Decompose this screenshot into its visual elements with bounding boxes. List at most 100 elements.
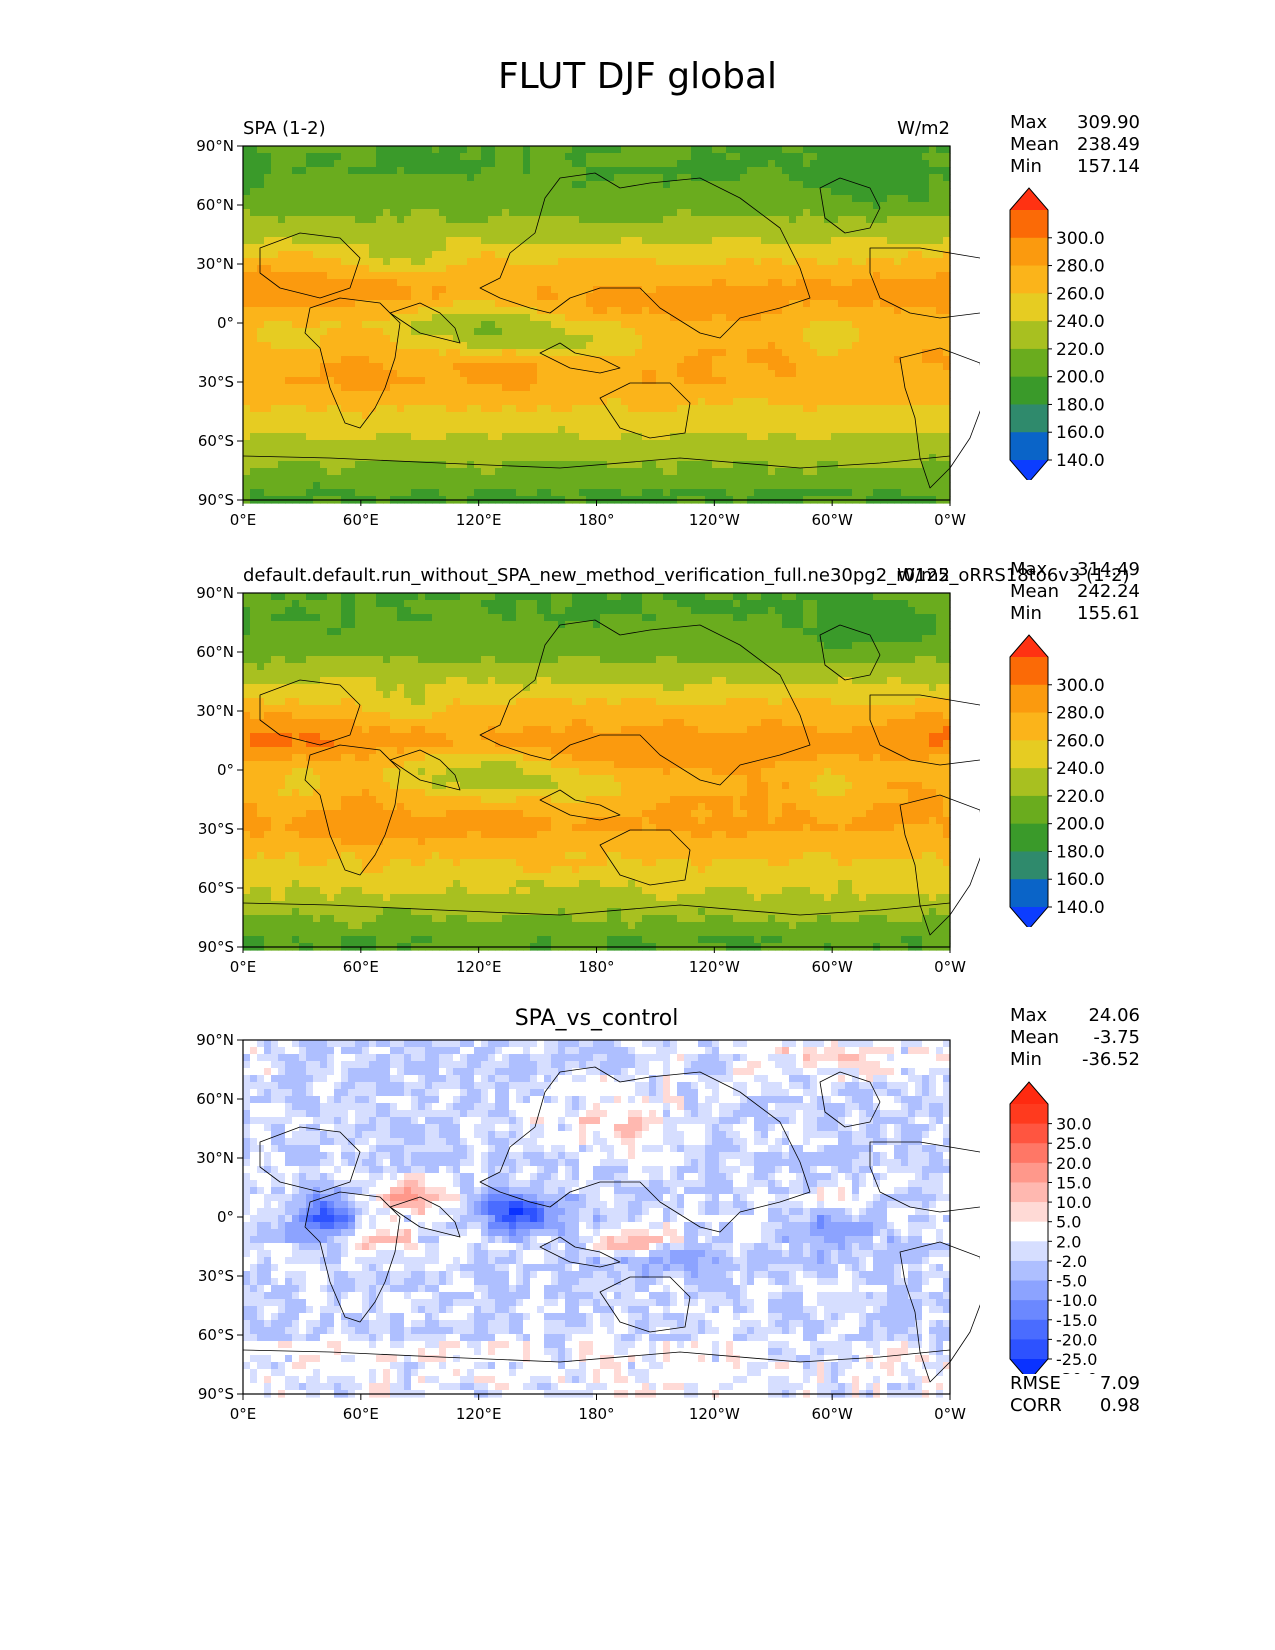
field-cell xyxy=(299,153,307,161)
field-cell xyxy=(292,237,300,245)
field-cell xyxy=(404,440,412,448)
field-cell xyxy=(908,209,916,217)
field-cell xyxy=(446,216,454,224)
field-cell xyxy=(523,405,531,413)
field-cell xyxy=(754,223,762,231)
field-cell xyxy=(523,426,531,434)
field-cell xyxy=(292,489,300,497)
field-cell xyxy=(719,349,727,357)
field-cell xyxy=(873,265,881,273)
field-cell xyxy=(712,300,720,308)
field-cell xyxy=(558,433,566,441)
field-cell xyxy=(600,167,608,175)
field-cell xyxy=(859,160,867,168)
field-cell xyxy=(474,475,482,483)
field-cell xyxy=(411,307,419,315)
field-cell xyxy=(768,279,776,287)
field-cell xyxy=(376,167,384,175)
field-cell xyxy=(887,279,895,287)
field-cell xyxy=(663,328,671,336)
field-cell xyxy=(656,454,664,462)
field-cell xyxy=(488,160,496,168)
field-cell xyxy=(264,230,272,238)
field-cell xyxy=(782,209,790,217)
field-cell xyxy=(565,321,573,329)
field-cell xyxy=(908,412,916,420)
field-cell xyxy=(726,405,734,413)
field-cell xyxy=(600,342,608,350)
field-cell xyxy=(306,468,314,476)
field-cell xyxy=(376,202,384,210)
field-cell xyxy=(418,398,426,406)
field-cell xyxy=(936,321,944,329)
field-cell xyxy=(698,440,706,448)
field-cell xyxy=(817,265,825,273)
field-cell xyxy=(474,426,482,434)
field-cell xyxy=(551,272,559,280)
field-cell xyxy=(278,244,286,252)
field-cell xyxy=(411,419,419,427)
field-cell xyxy=(866,475,874,483)
field-cell xyxy=(509,356,517,364)
field-cell xyxy=(705,244,713,252)
field-cell xyxy=(411,293,419,301)
field-cell xyxy=(810,391,818,399)
field-cell xyxy=(565,405,573,413)
field-cell xyxy=(460,293,468,301)
field-cell xyxy=(663,321,671,329)
field-cell xyxy=(376,237,384,245)
field-cell xyxy=(684,174,692,182)
field-cell xyxy=(908,188,916,196)
field-cell xyxy=(614,447,622,455)
field-cell xyxy=(761,202,769,210)
field-cell xyxy=(432,356,440,364)
field-cell xyxy=(810,447,818,455)
field-cell xyxy=(565,440,573,448)
field-cell xyxy=(502,230,510,238)
field-cell xyxy=(621,314,629,322)
field-cell xyxy=(838,342,846,350)
field-cell xyxy=(670,279,678,287)
field-cell xyxy=(782,321,790,329)
field-cell xyxy=(243,426,251,434)
field-cell xyxy=(467,447,475,455)
field-cell xyxy=(481,153,489,161)
field-cell xyxy=(789,244,797,252)
field-cell xyxy=(698,188,706,196)
field-cell xyxy=(614,265,622,273)
field-cell xyxy=(271,237,279,245)
field-cell xyxy=(866,349,874,357)
field-cell xyxy=(838,412,846,420)
field-cell xyxy=(691,440,699,448)
field-cell xyxy=(565,482,573,490)
field-cell xyxy=(649,153,657,161)
field-cell xyxy=(607,328,615,336)
field-cell xyxy=(488,447,496,455)
field-cell xyxy=(481,433,489,441)
field-cell xyxy=(754,279,762,287)
field-cell xyxy=(852,244,860,252)
field-cell xyxy=(803,279,811,287)
field-cell xyxy=(362,188,370,196)
field-cell xyxy=(635,286,643,294)
field-cell xyxy=(740,349,748,357)
field-cell xyxy=(908,475,916,483)
field-cell xyxy=(425,370,433,378)
field-cell xyxy=(782,202,790,210)
field-cell xyxy=(852,153,860,161)
field-cell xyxy=(341,433,349,441)
field-cell xyxy=(614,258,622,266)
field-cell xyxy=(691,475,699,483)
field-cell xyxy=(887,454,895,462)
field-cell xyxy=(831,377,839,385)
field-cell xyxy=(509,377,517,385)
field-cell xyxy=(726,286,734,294)
field-cell xyxy=(572,146,580,154)
field-cell xyxy=(341,293,349,301)
field-cell xyxy=(635,349,643,357)
field-cell xyxy=(502,440,510,448)
field-cell xyxy=(607,202,615,210)
field-cell xyxy=(397,216,405,224)
field-cell xyxy=(586,384,594,392)
field-cell xyxy=(838,314,846,322)
